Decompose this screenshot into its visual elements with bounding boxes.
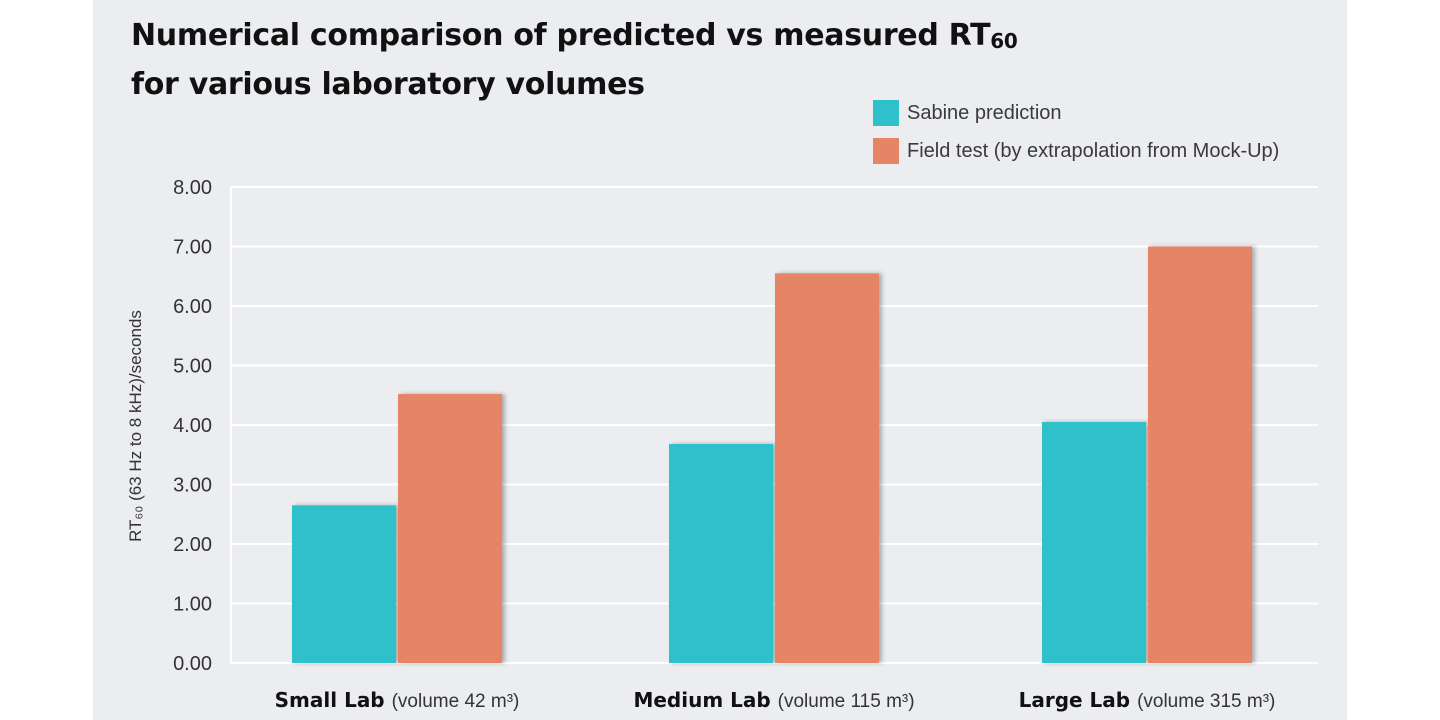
x-category-label: Small Lab (volume 42 m³) <box>275 688 520 712</box>
bar-field-1 <box>775 273 879 663</box>
bar-sabine-0 <box>292 505 396 663</box>
category-name: Large Lab <box>1019 688 1137 712</box>
y-tick-label: 0.00 <box>173 653 212 675</box>
x-category-label: Large Lab (volume 315 m³) <box>1019 688 1276 712</box>
category-name: Small Lab <box>275 688 392 712</box>
category-name: Medium Lab <box>633 688 777 712</box>
bar-sabine-1 <box>669 444 773 663</box>
x-category-label: Medium Lab (volume 115 m³) <box>633 688 914 712</box>
y-tick-label: 7.00 <box>173 237 212 259</box>
y-tick-label: 6.00 <box>173 296 212 318</box>
bar-field-0 <box>398 394 502 663</box>
category-detail: (volume 315 m³) <box>1137 691 1275 712</box>
y-tick-label: 1.00 <box>173 594 212 616</box>
legend-label-sabine: Sabine prediction <box>907 101 1062 124</box>
x-axis-labels: Small Lab (volume 42 m³) Medium Lab (volu… <box>275 688 1276 712</box>
legend-item-field: Field test (by extrapolation from Mock-U… <box>873 132 1279 170</box>
y-axis-label: RT₆₀ (63 Hz to 8 kHz)/seconds <box>126 310 145 542</box>
y-tick-label: 2.00 <box>173 534 212 556</box>
y-tick-label: 8.00 <box>173 177 212 199</box>
title-subscript: 60 <box>990 29 1018 53</box>
bar-sabine-2 <box>1042 422 1146 663</box>
legend: Sabine prediction Field test (by extrapo… <box>873 94 1279 170</box>
legend-label-field: Field test (by extrapolation from Mock-U… <box>907 139 1280 162</box>
y-tick-label: 5.00 <box>173 356 212 378</box>
category-detail: (volume 115 m³) <box>778 691 915 712</box>
title-line-1: Numerical comparison of predicted vs mea… <box>131 18 1018 53</box>
y-tick-label: 3.00 <box>173 475 212 497</box>
legend-swatch-sabine <box>873 100 899 126</box>
legend-swatch-field <box>873 138 899 164</box>
title-line-2: for various laboratory volumes <box>131 67 645 102</box>
bars <box>292 246 1252 663</box>
legend-item-sabine: Sabine prediction <box>873 94 1279 132</box>
bar-field-2 <box>1148 246 1252 663</box>
category-detail: (volume 42 m³) <box>392 691 520 712</box>
y-tick-label: 4.00 <box>173 415 212 437</box>
chart-title: Numerical comparison of predicted vs mea… <box>131 14 1018 106</box>
y-axis-ticks: 0.00 1.00 2.00 3.00 4.00 5.00 6.00 7.00 8.00 <box>173 177 212 675</box>
